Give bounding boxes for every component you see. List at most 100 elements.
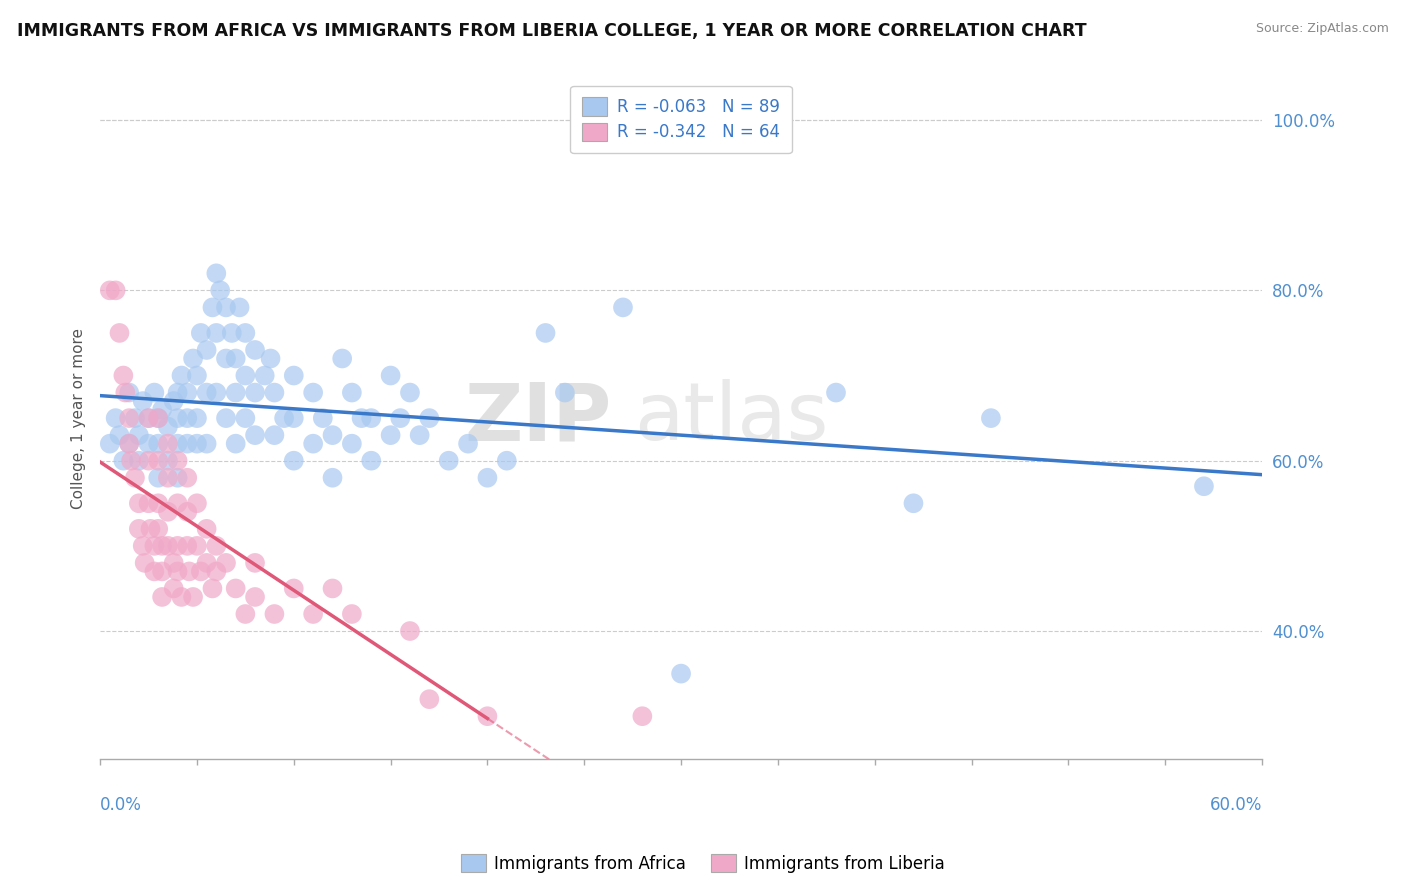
Point (166, 385, 188, 400)
Point (243, 590, 266, 604)
Point (437, 453, 460, 467)
Point (112, 368, 135, 383)
Point (150, 402, 173, 417)
Point (143, 565, 166, 579)
Point (418, 411, 440, 425)
Text: 60.0%: 60.0% (1209, 797, 1263, 814)
Point (148, 522, 170, 536)
Point (554, 385, 576, 400)
Point (209, 284, 232, 298)
Point (228, 301, 250, 315)
Point (181, 590, 204, 604)
Point (176, 505, 198, 519)
Point (263, 607, 285, 621)
Point (283, 368, 305, 383)
Point (166, 436, 188, 450)
Legend: R = -0.063   N = 89, R = -0.342   N = 64: R = -0.063 N = 89, R = -0.342 N = 64 (571, 86, 792, 153)
Point (302, 385, 325, 400)
Point (215, 411, 238, 425)
Point (243, 343, 266, 357)
Point (138, 411, 160, 425)
Point (205, 385, 228, 400)
Point (156, 471, 179, 485)
Point (186, 368, 208, 383)
Point (143, 385, 166, 400)
Point (225, 436, 247, 450)
Point (156, 436, 179, 450)
Point (980, 411, 1002, 425)
Point (235, 411, 257, 425)
Point (350, 411, 373, 425)
Point (166, 565, 188, 579)
Point (225, 582, 247, 596)
Point (225, 351, 247, 366)
Point (195, 436, 218, 450)
Point (534, 326, 557, 340)
Point (495, 453, 517, 467)
Point (118, 385, 141, 400)
Point (380, 428, 402, 442)
Point (176, 411, 198, 425)
Point (195, 522, 218, 536)
Point (98, 284, 121, 298)
Point (340, 385, 363, 400)
Point (399, 385, 422, 400)
Point (156, 505, 179, 519)
Point (631, 709, 654, 723)
Point (283, 411, 305, 425)
Point (205, 266, 228, 280)
Point (150, 539, 173, 553)
Point (263, 385, 285, 400)
Point (389, 411, 412, 425)
Point (360, 411, 382, 425)
Point (108, 428, 131, 442)
Point (98, 436, 121, 450)
Point (283, 453, 305, 467)
Point (205, 539, 228, 553)
Point (166, 539, 188, 553)
Point (1192, 479, 1215, 493)
Point (457, 436, 479, 450)
Point (321, 471, 343, 485)
Point (669, 666, 692, 681)
Point (150, 590, 173, 604)
Point (170, 368, 193, 383)
Point (259, 351, 281, 366)
Point (195, 556, 218, 570)
Point (186, 539, 208, 553)
Point (243, 428, 266, 442)
Point (477, 471, 499, 485)
Point (360, 453, 382, 467)
Point (128, 453, 150, 467)
Point (186, 436, 208, 450)
Point (186, 411, 208, 425)
Point (163, 556, 186, 570)
Point (148, 471, 170, 485)
Point (215, 351, 238, 366)
Point (273, 411, 295, 425)
Point (330, 351, 353, 366)
Point (148, 436, 170, 450)
Point (253, 368, 276, 383)
Point (176, 385, 198, 400)
Point (139, 522, 162, 536)
Point (104, 284, 127, 298)
Point (302, 607, 325, 621)
Y-axis label: College, 1 year or more: College, 1 year or more (72, 327, 86, 508)
Point (170, 590, 193, 604)
Point (221, 326, 243, 340)
Point (156, 419, 179, 434)
Point (138, 411, 160, 425)
Point (163, 394, 186, 409)
Point (138, 496, 160, 510)
Point (176, 471, 198, 485)
Point (148, 411, 170, 425)
Point (195, 385, 218, 400)
Point (179, 565, 201, 579)
Point (143, 539, 166, 553)
Text: 0.0%: 0.0% (100, 797, 142, 814)
Point (340, 436, 363, 450)
Point (138, 453, 160, 467)
Point (380, 368, 402, 383)
Point (340, 607, 363, 621)
